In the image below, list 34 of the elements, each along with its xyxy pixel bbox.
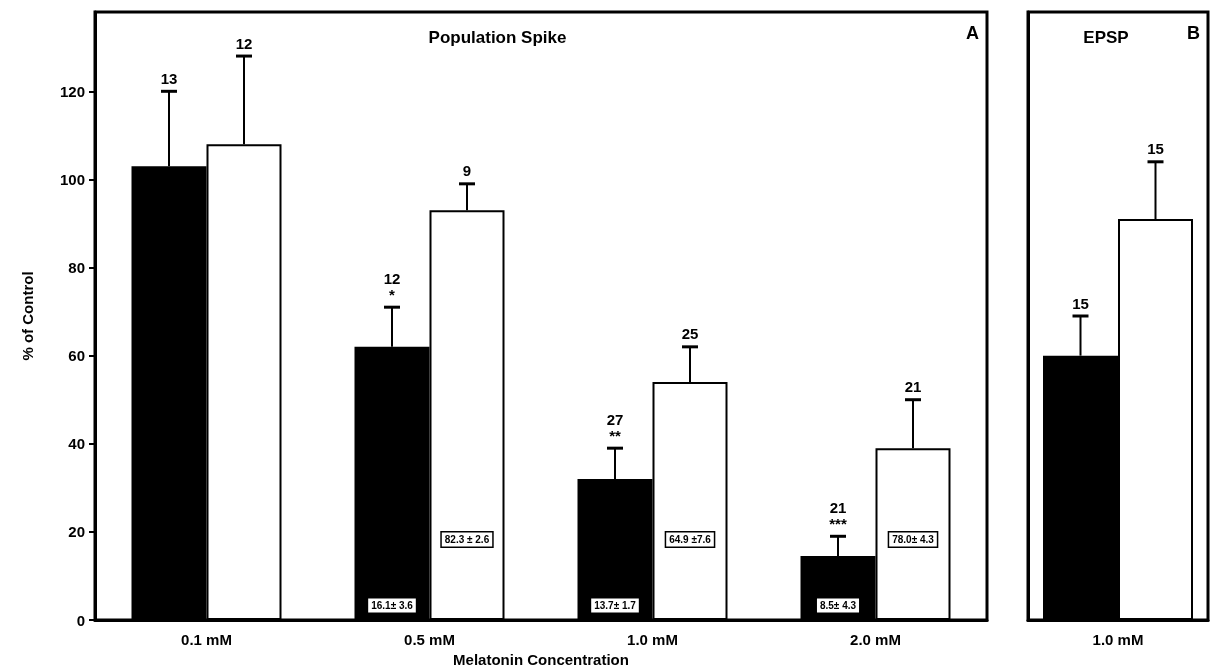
annotation: 25	[681, 325, 699, 343]
annotation: 13.7± 1.7	[594, 600, 637, 612]
text: EPSP	[1083, 28, 1129, 47]
x-axis-title: Melatonin Concentration	[453, 650, 629, 668]
y-tick-label: 60	[68, 347, 85, 365]
x-tick-label: 0.1 mM	[181, 631, 232, 648]
x-tick-label: 1.0 mM	[627, 631, 678, 648]
annotation: A	[966, 23, 979, 43]
annotation: 15	[1072, 294, 1089, 312]
annotation: 82.3 ± 2.6	[444, 534, 490, 546]
y-axis-title: % of Control	[19, 271, 36, 361]
y-tick-label: 0	[76, 611, 85, 629]
annotation: 13	[160, 69, 178, 87]
text: Population Spike	[428, 28, 567, 47]
x-tick-label: 1.0 mM	[1092, 631, 1144, 648]
annotation: 21 ***	[829, 498, 847, 532]
annotation: 15	[1147, 140, 1164, 158]
annotation: 9	[462, 162, 472, 180]
y-tick-label: 100	[59, 170, 85, 188]
x-tick-label: 0.5 mM	[404, 631, 455, 648]
annotation: 16.1± 3.6	[371, 600, 414, 612]
y-tick-label: 20	[68, 523, 85, 541]
annotation: 12 *	[383, 269, 401, 303]
y-tick-label: 120	[59, 82, 85, 100]
annotation: 27 **	[606, 410, 624, 444]
y-tick-label: 40	[68, 435, 85, 453]
y-tick-label: 80	[68, 259, 85, 277]
annotation: B	[1187, 23, 1200, 43]
annotation: 78.0± 4.3	[892, 534, 935, 546]
x-tick-label: 2.0 mM	[850, 631, 901, 648]
annotation: 12	[235, 34, 253, 52]
annotation: 64.9 ±7.6	[669, 534, 712, 546]
annotation: 21	[904, 378, 922, 396]
annotation: 8.5± 4.3	[819, 600, 857, 612]
